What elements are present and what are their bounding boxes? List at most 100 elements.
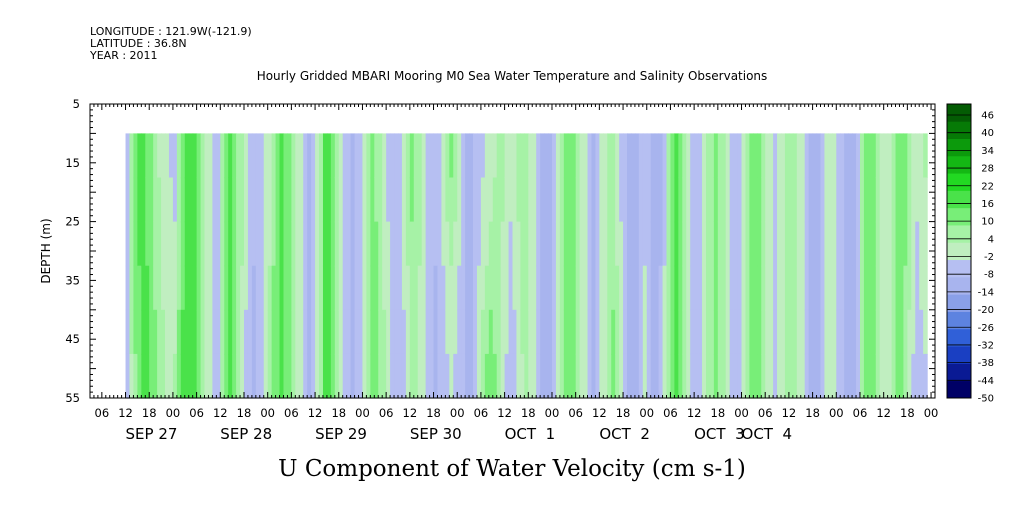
heatmap-cell <box>366 177 371 223</box>
heatmap-cell <box>259 309 265 355</box>
heatmap-cell <box>856 221 861 267</box>
heatmap-cell <box>445 309 450 355</box>
heatmap-cell <box>409 177 415 223</box>
heatmap-cell <box>488 309 494 355</box>
heatmap-cell <box>895 265 901 311</box>
heatmap-cell <box>220 353 225 399</box>
heatmap-cell <box>694 133 699 179</box>
heatmap-cell <box>536 177 541 223</box>
heatmap-cell <box>315 221 320 267</box>
heatmap-cell <box>840 221 845 267</box>
heatmap-cell <box>338 177 344 223</box>
heatmap-cell <box>777 133 782 179</box>
heatmap-cell <box>133 177 138 223</box>
heatmap-cell <box>346 221 352 267</box>
heatmap-cell <box>188 309 194 355</box>
heatmap-cell <box>808 265 814 311</box>
heatmap-cell <box>508 177 514 223</box>
heatmap-cell <box>551 309 557 355</box>
heatmap-cell <box>867 353 873 399</box>
heatmap-cell <box>520 177 525 223</box>
heatmap-cell <box>713 353 719 399</box>
heatmap-cell <box>575 265 581 311</box>
heatmap-cell <box>220 133 225 179</box>
heatmap-cell <box>433 177 439 223</box>
heatmap-cell <box>532 221 537 267</box>
heatmap-cell <box>433 309 439 355</box>
heatmap-cell <box>844 265 849 311</box>
heatmap-cell <box>133 309 138 355</box>
heatmap-cell <box>382 133 387 179</box>
heatmap-cell <box>161 265 166 311</box>
heatmap-cell <box>611 353 616 399</box>
heatmap-cell <box>370 265 375 311</box>
heatmap-cell <box>382 221 387 267</box>
heatmap-cell <box>788 177 794 223</box>
heatmap-cell <box>599 265 604 311</box>
heatmap-cell <box>232 133 237 179</box>
heatmap-cell <box>737 221 743 267</box>
colorbar-label: -8 <box>984 270 994 281</box>
heatmap-cell <box>749 177 754 223</box>
heatmap-cell <box>816 353 822 399</box>
heatmap-cell <box>891 309 897 355</box>
heatmap-cell <box>374 265 379 311</box>
heatmap-cell <box>713 221 719 267</box>
heatmap-cell <box>307 265 312 311</box>
heatmap-cell <box>338 221 344 267</box>
heatmap-cell <box>149 353 154 399</box>
heatmap-cell <box>674 309 679 355</box>
heatmap-cell <box>879 353 885 399</box>
heatmap-cell <box>907 309 912 355</box>
heatmap-cell <box>251 353 257 399</box>
heatmap-cell <box>796 177 802 223</box>
heatmap-cell <box>141 353 146 399</box>
x-tick-label: 12 <box>118 406 133 420</box>
heatmap-cell <box>658 177 664 223</box>
heatmap-cell <box>421 221 427 267</box>
heatmap-cell <box>579 133 585 179</box>
x-tick-label: 00 <box>734 406 749 420</box>
heatmap-cell <box>532 309 537 355</box>
x-tick-label: 06 <box>568 406 583 420</box>
colorbar-label: -32 <box>978 340 994 351</box>
heatmap-cell <box>607 265 612 311</box>
heatmap-cell <box>784 353 790 399</box>
heatmap-cell <box>137 309 142 355</box>
heatmap-cell <box>741 133 747 179</box>
heatmap-cell <box>682 177 687 223</box>
heatmap-cell <box>812 221 818 267</box>
heatmap-cell <box>461 221 466 267</box>
heatmap-cell <box>630 265 636 311</box>
heatmap-cell <box>579 265 585 311</box>
heatmap-cell <box>765 221 770 267</box>
heatmap-cell <box>224 177 229 223</box>
heatmap-cell <box>244 221 249 267</box>
heatmap-cell <box>271 309 277 355</box>
heatmap-cell <box>544 133 549 179</box>
y-tick-label: 35 <box>65 273 80 287</box>
heatmap-cell <box>287 265 292 311</box>
heatmap-cell <box>575 309 581 355</box>
heatmap-cell <box>524 309 529 355</box>
heatmap-cell <box>721 133 727 179</box>
heatmap-cell <box>753 221 758 267</box>
heatmap-cell <box>397 177 403 223</box>
colorbar-label: 40 <box>981 128 994 139</box>
heatmap-cell <box>192 353 198 399</box>
heatmap-cell <box>749 265 754 311</box>
heatmap-cell <box>275 221 281 267</box>
y-axis-tick-labels: 5 15 25 35 45 55 <box>65 97 80 405</box>
heatmap-cell <box>551 221 557 267</box>
heatmap-cell <box>773 133 778 179</box>
heatmap-cell <box>200 265 206 311</box>
heatmap-cell <box>595 309 600 355</box>
heatmap-cell <box>394 221 399 267</box>
heatmap-cell <box>769 221 774 267</box>
heatmap-cell <box>757 133 762 179</box>
heatmap-cell <box>607 133 612 179</box>
heatmap-cell <box>338 133 344 179</box>
heatmap-cell <box>828 309 833 355</box>
heatmap-cell <box>844 221 849 267</box>
heatmap-cell <box>212 309 217 355</box>
